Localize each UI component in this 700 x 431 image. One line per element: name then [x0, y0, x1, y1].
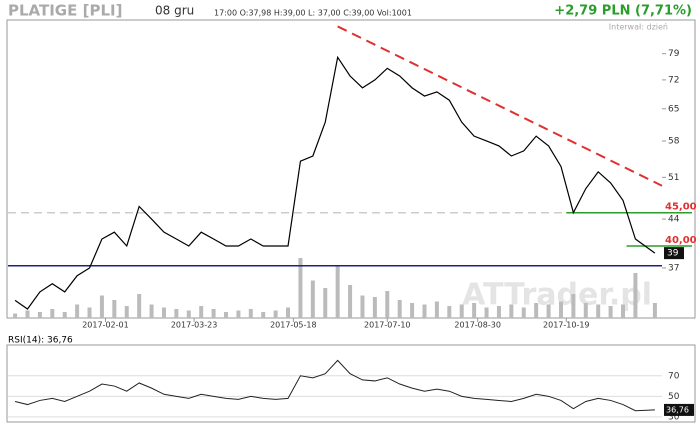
volume-bar — [13, 313, 18, 318]
volume-bar — [546, 304, 551, 318]
volume-bar — [447, 306, 452, 318]
volume-bar — [236, 310, 241, 318]
rsi-last-label: 36,76 — [666, 405, 689, 414]
level-label: 45,00 — [665, 202, 697, 213]
volume-bar — [360, 295, 365, 318]
x-tick-label: 2017-07-10 — [364, 321, 411, 330]
volume-bar — [335, 265, 340, 318]
volume-bar — [286, 307, 291, 318]
volume-bar — [521, 307, 526, 318]
volume-bar — [633, 273, 638, 318]
rsi-line — [14, 359, 655, 412]
volume-bar — [608, 306, 613, 318]
x-tick-label: 2017-05-18 — [270, 321, 317, 330]
volume-bar — [472, 303, 477, 318]
volume-bar — [112, 300, 117, 318]
volume-bar — [372, 297, 377, 318]
volume-bar — [186, 310, 191, 318]
volume-bar — [25, 310, 30, 318]
y-tick-label: 72 — [668, 75, 679, 85]
date: 08 gru — [155, 4, 194, 18]
volume-bar — [174, 309, 179, 318]
y-tick-label: 65 — [668, 104, 679, 114]
rsi-tick-label: 30 — [668, 412, 680, 422]
rsi-tick-label: 70 — [668, 371, 680, 381]
symbol: PLATIGE [PLI] — [8, 2, 122, 20]
volume-bar — [385, 291, 390, 318]
volume-bar — [37, 312, 42, 318]
level-label: 40,00 — [665, 235, 697, 246]
trend-line — [337, 25, 663, 187]
volume-bar — [509, 304, 514, 318]
volume-bar — [137, 294, 142, 318]
volume-bar — [596, 304, 601, 318]
last-price-box — [664, 247, 684, 260]
volume-bar — [261, 312, 266, 318]
volume-bar — [571, 294, 576, 318]
last-price: 39 — [667, 249, 679, 259]
volume-bar — [87, 307, 92, 318]
ohlc: 17:00 O:37,98 H:39,00 L: 37,00 C:39,00 V… — [214, 9, 412, 18]
x-tick-label: 2017-10-19 — [543, 321, 590, 330]
volume-bar — [50, 309, 55, 318]
volume-bar — [323, 288, 328, 318]
volume-bar — [99, 295, 104, 318]
y-tick-label: 79 — [668, 49, 680, 59]
volume-bar — [496, 306, 501, 318]
y-tick-label: 51 — [668, 173, 679, 183]
volume-bar — [583, 303, 588, 318]
volume-bar — [124, 306, 129, 318]
rsi-label: RSI(14): 36,76 — [8, 336, 73, 346]
y-tick-label: 58 — [668, 136, 680, 146]
volume-bar — [211, 309, 216, 318]
volume-bar — [248, 309, 253, 318]
volume-bar — [224, 312, 228, 318]
rsi-last-box — [664, 403, 694, 416]
volume-bar — [621, 304, 626, 318]
rsi-tick-label: 50 — [668, 392, 680, 402]
x-tick-label: 2017-03-23 — [171, 321, 218, 330]
volume-bar — [149, 304, 154, 318]
volume-bar — [410, 303, 415, 318]
volume-bar — [558, 301, 563, 318]
volume-bar — [534, 303, 539, 318]
volume-bar — [310, 280, 315, 318]
interval: Interwał: dzień — [609, 23, 668, 32]
volume-bar — [161, 307, 166, 318]
volume-bar — [199, 306, 204, 318]
volume-bar — [298, 258, 303, 318]
volume-bar — [348, 285, 353, 318]
watermark: ATTrader.pl — [462, 278, 652, 313]
volume-bar — [422, 304, 427, 318]
x-tick-label: 2017-02-01 — [82, 321, 129, 330]
volume-bar — [459, 304, 464, 318]
volume-bar — [75, 304, 80, 318]
price-line — [14, 55, 656, 310]
y-tick-label: 37 — [668, 264, 679, 274]
change: +2,79 PLN (7,71%) — [554, 4, 692, 19]
volume-bar — [652, 302, 657, 318]
rsi-frame — [6, 344, 696, 423]
price-frame — [6, 19, 696, 319]
volume-bar — [484, 307, 489, 318]
y-tick-label: 44 — [668, 215, 680, 225]
x-tick-label: 2017-08-30 — [454, 321, 501, 330]
volume-bar — [397, 300, 402, 318]
volume-bar — [62, 312, 67, 318]
volume-bar — [273, 310, 278, 318]
volume-bar — [434, 301, 439, 318]
